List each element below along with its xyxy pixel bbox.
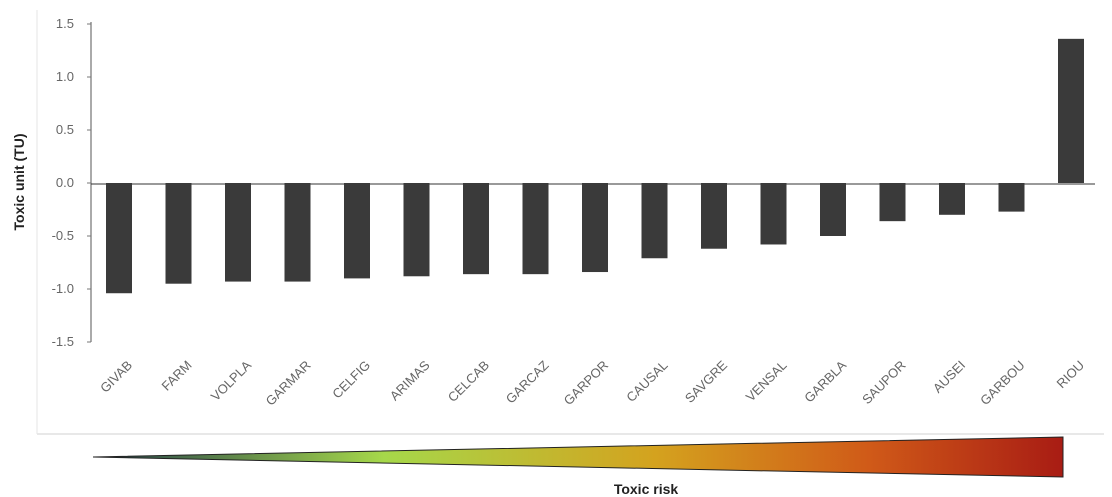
x-tick-label: RIOU — [1054, 358, 1088, 392]
bar-garcaz — [522, 183, 549, 275]
y-tick-label: 0.0 — [56, 175, 74, 190]
bar-garpor — [582, 183, 608, 273]
plot-frame — [36, 10, 1104, 435]
bar-savgre — [701, 183, 727, 249]
x-tick-label: VENSAL — [743, 358, 790, 405]
bar-celcab — [463, 183, 489, 275]
x-tick-labels: GIVAB FARM VOLPLA GARMAR CELFIG ARIMAS CELCAB G… — [97, 357, 1087, 408]
x-tick-label: SAUPOR — [859, 358, 908, 407]
bar-vensal — [760, 183, 787, 245]
y-tick-label: -1.5 — [52, 334, 74, 349]
y-tick-label: 1.0 — [56, 69, 74, 84]
x-tick-label: CAUSAL — [623, 358, 670, 405]
x-tick-label: CELCAB — [445, 358, 492, 405]
bar-volpla — [225, 183, 251, 282]
bar-givab — [106, 183, 132, 294]
x-tick-label: ARIMAS — [387, 357, 433, 403]
bar-riou — [1058, 38, 1084, 184]
x-tick-label: SAVGRE — [682, 357, 730, 405]
y-tick-label: 0.5 — [56, 122, 74, 137]
bar-ausei — [939, 183, 965, 215]
bar-causal — [641, 183, 668, 259]
y-tick-label: 1.5 — [56, 16, 74, 31]
x-tick-label: AUSEI — [930, 358, 968, 396]
x-tick-label: GARBLA — [801, 357, 849, 405]
bar-garmar — [284, 183, 311, 282]
x-tick-label: CELFIG — [329, 358, 373, 402]
x-tick-label: GARMAR — [263, 358, 314, 409]
bar-celfig — [344, 183, 370, 279]
y-tick-label: -1.0 — [52, 281, 74, 296]
toxic-risk-wedge — [92, 436, 1064, 478]
x-tick-label: FARM — [158, 358, 194, 394]
bar-arimas — [403, 183, 430, 277]
x-tick-label: VOLPLA — [208, 357, 255, 404]
bars — [106, 38, 1084, 294]
bar-garbou — [998, 183, 1025, 212]
x-tick-label: GARPOR — [561, 358, 611, 408]
bar-saupor — [879, 183, 906, 222]
bar-garbla — [820, 183, 846, 236]
x-tick-label: GARCAZ — [503, 357, 552, 406]
x-tick-label: GARBOU — [977, 358, 1027, 408]
x-tick-label: GIVAB — [97, 358, 135, 396]
toxic-risk-label: Toxic risk — [614, 481, 679, 497]
bar-farm — [165, 183, 192, 284]
y-ticks: 1.5 1.0 0.5 0.0 -0.5 -1.0 -1.5 — [52, 16, 91, 349]
y-tick-label: -0.5 — [52, 228, 74, 243]
y-axis-title: Toxic unit (TU) — [11, 134, 27, 231]
